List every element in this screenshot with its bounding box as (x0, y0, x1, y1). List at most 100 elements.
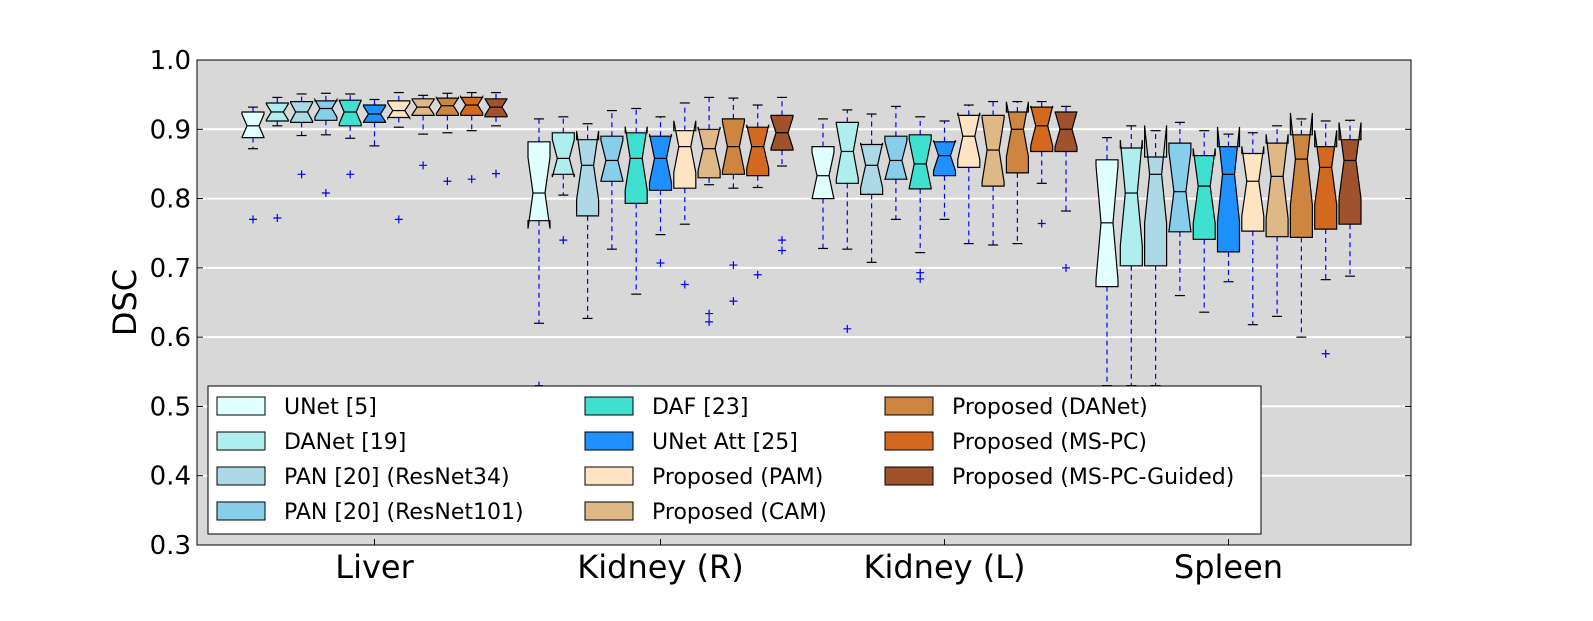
box-body (1241, 146, 1265, 232)
y-tick-label: 0.5 (150, 392, 191, 422)
x-tick-label: Spleen (1174, 548, 1283, 586)
y-tick-label: 1.0 (150, 46, 191, 76)
box-body (1338, 122, 1362, 225)
x-tick-label: Liver (335, 548, 414, 586)
legend-label: Proposed (DANet) (952, 395, 1148, 420)
box-body (908, 134, 932, 190)
legend-label: PAN [20] (ResNet101) (284, 500, 524, 525)
legend-swatch (216, 466, 266, 486)
legend-item: DAF [23] (584, 395, 748, 420)
box-body (1005, 101, 1030, 174)
y-axis: 0.3 0.4 0.5 0.6 0.7 0.8 0.9 1.0 (150, 46, 1411, 561)
legend-swatch (216, 396, 266, 416)
flier (249, 215, 257, 224)
box-body (435, 95, 459, 117)
legend-label: DAF [23] (652, 395, 748, 420)
legend-swatch (584, 466, 634, 486)
y-tick-label: 0.4 (150, 462, 191, 492)
flier (346, 170, 355, 179)
flier (729, 261, 738, 270)
box (265, 96, 289, 222)
box (314, 92, 338, 198)
box (435, 92, 459, 186)
legend-item: UNet Att [25] (584, 430, 798, 455)
box-body (648, 133, 673, 191)
box-body (1143, 125, 1168, 267)
legend-item: Proposed (DANet) (884, 395, 1148, 420)
box-body (1216, 126, 1241, 253)
box (648, 116, 673, 268)
box-body (673, 120, 697, 189)
box (835, 109, 859, 333)
flier (419, 161, 428, 170)
box (1030, 100, 1054, 228)
flier (492, 169, 500, 178)
flier (321, 189, 330, 198)
flier (729, 297, 738, 306)
legend-item: UNet [5] (216, 395, 377, 420)
box (746, 104, 770, 279)
box-body (1314, 130, 1338, 230)
box-body (551, 132, 575, 178)
box-body (624, 126, 648, 204)
box-body (1265, 134, 1289, 238)
flier (753, 270, 762, 279)
box-body (1030, 105, 1054, 153)
box (241, 106, 265, 224)
box-body (527, 141, 551, 229)
legend-item: Proposed (CAM) (584, 500, 827, 525)
box (387, 91, 411, 224)
legend-label: UNet Att [25] (652, 430, 798, 455)
legend-swatch (884, 431, 934, 451)
legend-item: DANet [19] (216, 430, 406, 455)
box-body (484, 98, 508, 118)
box (859, 113, 884, 263)
flier (467, 175, 476, 184)
legend-swatch (884, 466, 934, 486)
flier (778, 246, 786, 255)
box (770, 96, 794, 255)
box-body (884, 135, 908, 180)
box (721, 97, 746, 306)
box (600, 109, 624, 250)
flier (680, 280, 689, 289)
legend-item: Proposed (MS-PC) (884, 430, 1147, 455)
box-body (241, 111, 265, 139)
flier (273, 213, 282, 222)
box (908, 116, 932, 283)
box (981, 100, 1005, 246)
y-axis-label: DSC (106, 269, 144, 336)
box (575, 123, 600, 320)
legend-swatch (216, 501, 266, 521)
legend-swatch (216, 431, 266, 451)
box-body (1192, 148, 1216, 240)
box-body (1289, 112, 1314, 238)
x-axis: Liver Kidney (R) Kidney (L) Spleen (335, 539, 1283, 586)
box-body (460, 94, 484, 117)
box (697, 96, 721, 326)
y-tick-label: 0.6 (150, 323, 191, 353)
box-body (835, 121, 859, 184)
flier (916, 274, 925, 283)
box (411, 94, 435, 170)
flier (443, 177, 452, 186)
legend-label: UNet [5] (284, 395, 377, 420)
legend-label: Proposed (MS-PC) (952, 430, 1147, 455)
box-body (859, 142, 884, 195)
box (811, 118, 835, 250)
flier (1321, 349, 1330, 358)
box-series (241, 91, 1362, 390)
plot-frame (196, 59, 1412, 546)
legend-swatch (584, 501, 634, 521)
box (673, 102, 697, 289)
legend-swatch (584, 431, 634, 451)
flier (778, 236, 786, 245)
box-body (957, 112, 981, 168)
box-body (746, 124, 770, 177)
box-body (575, 130, 600, 217)
box (1314, 120, 1338, 358)
box-body (932, 140, 957, 177)
box-body (697, 126, 721, 179)
legend-item: PAN [20] (ResNet34) (216, 465, 510, 490)
